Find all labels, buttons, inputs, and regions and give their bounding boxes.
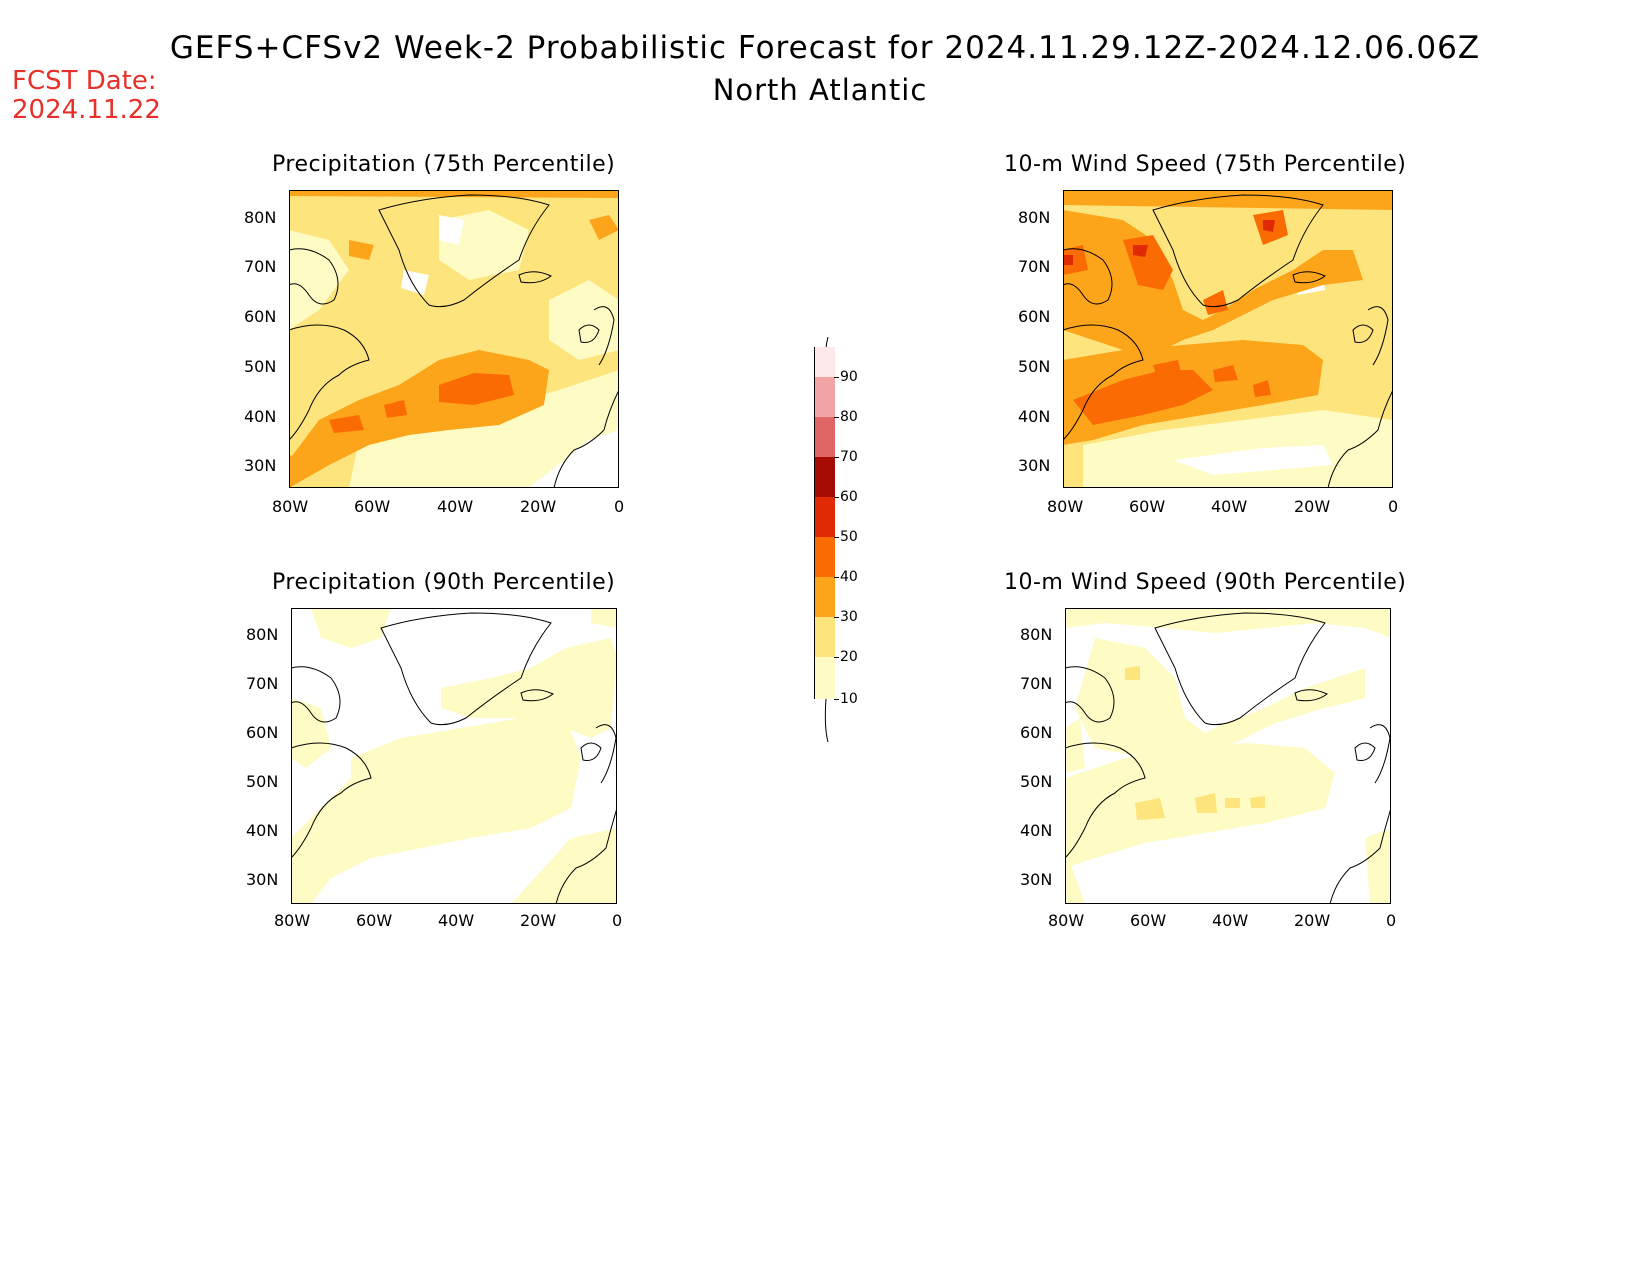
colorbar-label: 60 xyxy=(840,489,858,505)
lat-label: 50N xyxy=(1018,357,1051,376)
panel-title-wind-90: 10-m Wind Speed (90th Percentile) xyxy=(1004,570,1407,595)
lon-label: 60W xyxy=(1129,497,1166,516)
colorbar-segment-40 xyxy=(814,537,835,577)
lon-label: 60W xyxy=(1130,911,1167,930)
colorbar-tick xyxy=(834,699,839,700)
colorbar-label: 10 xyxy=(840,691,858,707)
lon-label: 20W xyxy=(1294,911,1331,930)
lat-label: 40N xyxy=(244,407,277,426)
lon-label: 80W xyxy=(274,911,311,930)
lon-label: 40W xyxy=(1212,911,1249,930)
lon-label: 40W xyxy=(437,497,474,516)
lon-label: 0 xyxy=(1386,911,1397,930)
lon-label: 20W xyxy=(520,911,557,930)
colorbar-label: 80 xyxy=(840,409,858,425)
colorbar-tick xyxy=(834,537,839,538)
colorbar-segment-80 xyxy=(814,377,835,417)
colorbar-segment-50 xyxy=(814,497,835,537)
lat-label: 30N xyxy=(1020,870,1053,889)
lat-label: 50N xyxy=(246,772,279,791)
lon-label: 60W xyxy=(354,497,391,516)
colorbar-segment-70 xyxy=(814,417,835,457)
map-wind-90 xyxy=(1065,608,1391,904)
colorbar-label: 20 xyxy=(840,649,858,665)
lon-label: 40W xyxy=(1211,497,1248,516)
lat-label: 80N xyxy=(1020,625,1053,644)
lon-label: 20W xyxy=(520,497,557,516)
lon-label: 80W xyxy=(272,497,309,516)
colorbar-label: 70 xyxy=(840,449,858,465)
lat-label: 30N xyxy=(1018,456,1051,475)
lat-label: 50N xyxy=(244,357,277,376)
lat-label: 30N xyxy=(246,870,279,889)
map-precip-90 xyxy=(291,608,617,904)
lat-label: 60N xyxy=(1020,723,1053,742)
lat-label: 40N xyxy=(1018,407,1051,426)
forecast-date-label: FCST Date: xyxy=(12,66,157,96)
lat-label: 70N xyxy=(246,674,279,693)
lat-label: 60N xyxy=(1018,307,1051,326)
colorbar-segment-10 xyxy=(814,657,835,699)
colorbar-tick xyxy=(834,417,839,418)
lat-label: 30N xyxy=(244,456,277,475)
map-wind-75 xyxy=(1063,190,1393,488)
colorbar-tick xyxy=(834,377,839,378)
lon-label: 80W xyxy=(1047,497,1084,516)
lon-label: 0 xyxy=(612,911,623,930)
panel-title-precip-90: Precipitation (90th Percentile) xyxy=(272,570,616,595)
panel-title-wind-75: 10-m Wind Speed (75th Percentile) xyxy=(1004,152,1407,177)
colorbar-tick xyxy=(834,457,839,458)
lat-label: 80N xyxy=(244,208,277,227)
lon-label: 80W xyxy=(1048,911,1085,930)
colorbar-label: 30 xyxy=(840,609,858,625)
colorbar-tick xyxy=(834,497,839,498)
colorbar-tick xyxy=(834,577,839,578)
colorbar-segment-60 xyxy=(814,457,835,497)
lat-label: 50N xyxy=(1020,772,1053,791)
colorbar-segment-20 xyxy=(814,617,835,657)
lon-label: 20W xyxy=(1294,497,1331,516)
colorbar-label: 90 xyxy=(840,369,858,385)
lat-label: 70N xyxy=(1020,674,1053,693)
colorbar-segment-90 xyxy=(814,347,835,377)
colorbar-label: 50 xyxy=(840,529,858,545)
colorbar: 90 80 70 60 50 40 30 20 10 xyxy=(814,337,874,747)
forecast-date-value: 2024.11.22 xyxy=(12,95,161,125)
region-subtitle: North Atlantic xyxy=(712,73,928,107)
lon-label: 60W xyxy=(356,911,393,930)
lon-label: 0 xyxy=(1388,497,1399,516)
lat-label: 70N xyxy=(1018,257,1051,276)
lat-label: 80N xyxy=(246,625,279,644)
panel-title-precip-75: Precipitation (75th Percentile) xyxy=(272,152,616,177)
lat-label: 60N xyxy=(244,307,277,326)
colorbar-label: 40 xyxy=(840,569,858,585)
colorbar-tick xyxy=(834,617,839,618)
lon-label: 0 xyxy=(614,497,625,516)
main-title: GEFS+CFSv2 Week-2 Probabilistic Forecast… xyxy=(169,30,1481,66)
lat-label: 80N xyxy=(1018,208,1051,227)
map-precip-75 xyxy=(289,190,619,488)
lat-label: 60N xyxy=(246,723,279,742)
lon-label: 40W xyxy=(438,911,475,930)
colorbar-tick xyxy=(834,657,839,658)
lat-label: 40N xyxy=(1020,821,1053,840)
lat-label: 70N xyxy=(244,257,277,276)
colorbar-segment-30 xyxy=(814,577,835,617)
lat-label: 40N xyxy=(246,821,279,840)
